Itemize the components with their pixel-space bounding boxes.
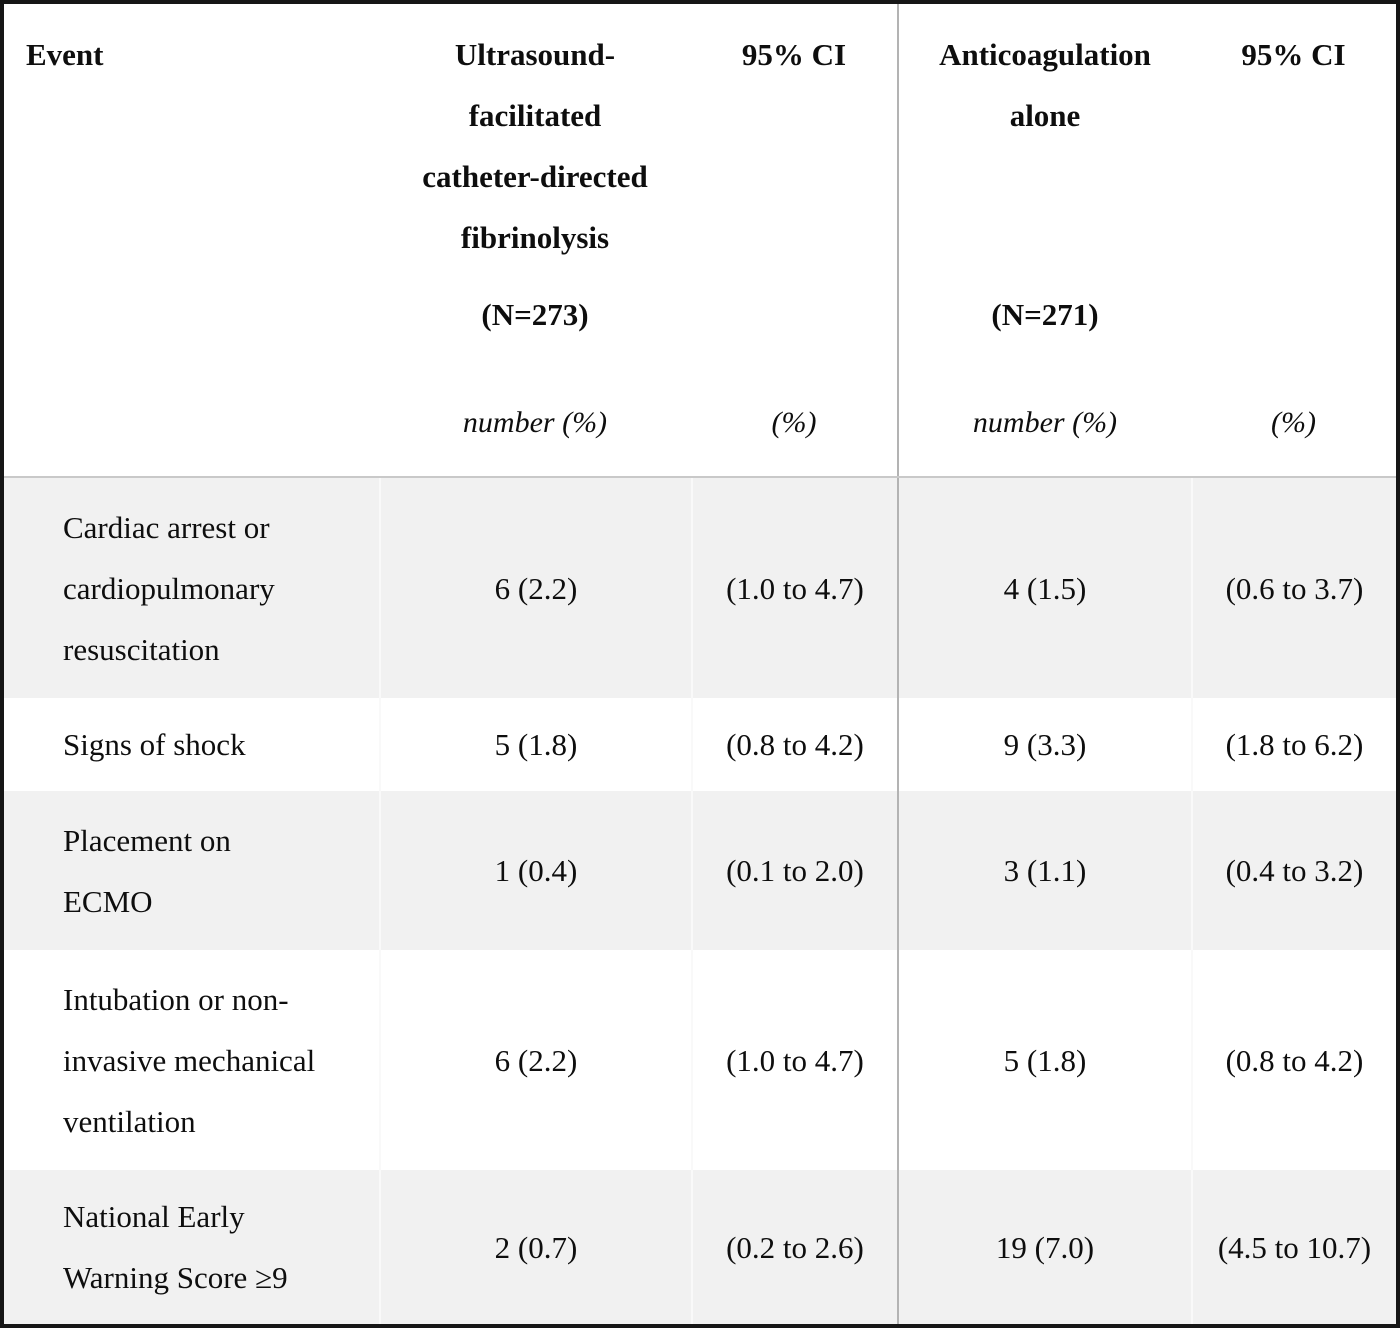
group2-title-line: Anticoagulation — [939, 37, 1151, 72]
group2-unit-label: number (%) — [972, 406, 1118, 439]
header-divider-line — [4, 476, 1396, 478]
group1-count-cell: 1 (0.4) — [379, 791, 691, 950]
group1-count-cell: 5 (1.8) — [379, 698, 691, 791]
ci2-spacer — [1191, 284, 1396, 345]
group2-n-label: (N=271) — [991, 297, 1099, 332]
group1-ci-cell: (0.8 to 4.2) — [691, 698, 897, 791]
group1-title-line: fibrinolysis — [460, 220, 610, 255]
group1-ci-cell: (0.2 to 2.6) — [691, 1170, 897, 1324]
column-header-event: Event — [4, 4, 379, 476]
event-cell: Signs of shock — [4, 698, 379, 791]
table-row-signs-of-shock: Signs of shock 5 (1.8) (0.8 to 4.2) 9 (3… — [4, 698, 1396, 791]
event-header-label: Event — [26, 37, 104, 72]
group1-count-cell: 2 (0.7) — [379, 1170, 691, 1324]
event-line: ECMO — [63, 883, 153, 919]
event-line: ventilation — [63, 1103, 196, 1139]
ci2-unit-label: (%) — [1271, 406, 1316, 439]
group2-count-cell: 3 (1.1) — [897, 791, 1191, 950]
table-header: Event Ultrasound- facilitated catheter-d… — [4, 4, 1396, 476]
ci1-title: 95% CI — [741, 37, 847, 72]
group2-ci-cell: (0.4 to 3.2) — [1191, 791, 1396, 950]
event-cell: Placement on ECMO — [4, 791, 379, 950]
event-line: Signs of shock — [63, 727, 246, 762]
group1-title-line: Ultrasound- — [454, 37, 616, 72]
group1-ci-cell: (1.0 to 4.7) — [691, 950, 897, 1170]
event-cell: Intubation or non- invasive mechanical v… — [4, 950, 379, 1170]
ci2-title: 95% CI — [1241, 37, 1346, 72]
group2-ci-cell: (0.6 to 3.7) — [1191, 478, 1396, 698]
event-cell: National Early Warning Score ≥9 — [4, 1170, 379, 1324]
group1-ci-cell: (1.0 to 4.7) — [691, 478, 897, 698]
group1-n-label: (N=273) — [481, 297, 589, 332]
group2-ci-cell: (0.8 to 4.2) — [1191, 950, 1396, 1170]
event-cell: Cardiac arrest or cardiopulmonary resusc… — [4, 478, 379, 698]
column-header-ci2: 95% CI (%) — [1191, 4, 1396, 476]
column-header-group2: Anticoagulation alone (N=271) number (%) — [897, 4, 1191, 476]
table-row-ecmo: Placement on ECMO 1 (0.4) (0.1 to 2.0) 3… — [4, 791, 1396, 950]
group2-count-cell: 5 (1.8) — [897, 950, 1191, 1170]
table-row-intubation: Intubation or non- invasive mechanical v… — [4, 950, 1396, 1170]
column-header-group1: Ultrasound- facilitated catheter-directe… — [379, 4, 691, 476]
group2-title-line: alone — [1009, 98, 1081, 133]
column-header-ci1: 95% CI (%) — [691, 4, 897, 476]
group1-unit-label: number (%) — [462, 406, 608, 439]
ci1-unit-label: (%) — [771, 406, 817, 439]
group1-ci-cell: (0.1 to 2.0) — [691, 791, 897, 950]
table-row-cardiac-arrest: Cardiac arrest or cardiopulmonary resusc… — [4, 478, 1396, 698]
event-line: Cardiac arrest or — [63, 509, 270, 545]
group1-count-cell: 6 (2.2) — [379, 478, 691, 698]
event-line: Warning Score ≥9 — [63, 1260, 288, 1295]
event-line: National Early — [63, 1199, 245, 1234]
table-row-news-score: National Early Warning Score ≥9 2 (0.7) … — [4, 1170, 1396, 1324]
group2-ci-cell: (4.5 to 10.7) — [1191, 1170, 1396, 1324]
group2-count-cell: 9 (3.3) — [897, 698, 1191, 791]
group1-title-line: catheter-directed — [422, 159, 648, 194]
group1-count-cell: 6 (2.2) — [379, 950, 691, 1170]
event-line: invasive mechanical — [63, 1042, 316, 1078]
event-line: resuscitation — [63, 631, 220, 667]
group2-count-cell: 19 (7.0) — [897, 1170, 1191, 1324]
group1-title-line: facilitated — [468, 98, 602, 133]
event-line: cardiopulmonary — [63, 570, 275, 606]
ci1-spacer — [691, 284, 897, 345]
event-line: Placement on — [63, 822, 231, 858]
event-line: Intubation or non- — [63, 981, 289, 1017]
group2-count-cell: 4 (1.5) — [897, 478, 1191, 698]
group2-ci-cell: (1.8 to 6.2) — [1191, 698, 1396, 791]
